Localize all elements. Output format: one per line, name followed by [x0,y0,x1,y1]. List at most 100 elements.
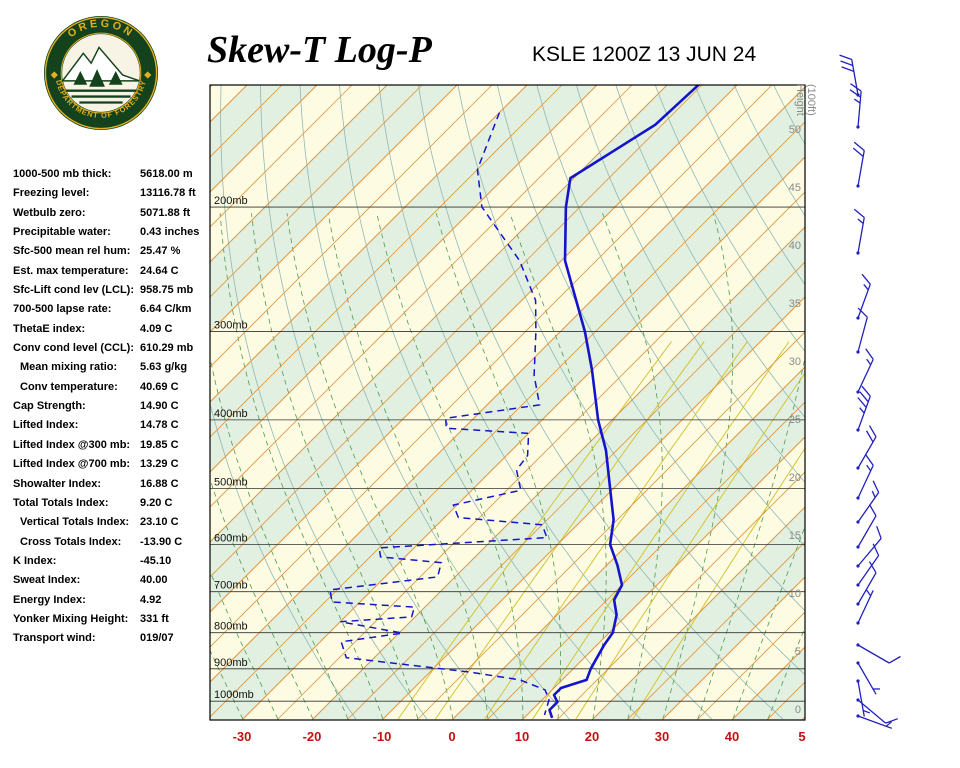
isotherm-line [210,85,353,228]
isotherm-line [801,716,805,720]
dry-adiabat-line [210,402,357,720]
isotherm-line [661,576,805,720]
index-row: ThetaE index: 4.09 C [13,320,209,339]
isotherm-line [696,611,805,720]
mixing-ratio-line [484,341,748,720]
temp-axis-label: 5 [798,729,805,744]
index-label: 700-500 lapse rate: [13,303,112,316]
index-value: 14.90 C [140,400,179,413]
isotherm-line [210,85,563,438]
temp-axis-label: 10 [515,729,529,744]
index-value: 14.78 C [140,419,179,432]
isotherm-line [276,191,805,720]
wind-barb [856,273,871,320]
index-label: Wetbulb zero: [13,206,86,219]
page-title: Skew-T Log-P [207,29,432,71]
index-value: 0.43 inches [140,226,200,239]
moist-adiabat-line [251,213,419,720]
logo-mountain [61,46,140,82]
height-axis-tick: 25 [789,414,801,426]
dry-adiabat-line [811,80,960,719]
wind-barb [856,561,877,606]
wind-barb [856,425,877,470]
pressure-label: 1000mb [214,689,254,701]
dry-adiabat-line [457,85,805,676]
index-row: Freezing level: 13116.78 ft [13,184,209,203]
wind-barb [856,714,893,729]
pressure-label: 300mb [214,320,248,332]
index-row: Lifted Index @700 mb: 13.29 C [13,455,209,474]
isotherm-line [210,85,458,333]
wind-barb [856,589,874,625]
index-value: 6.64 C/km [140,303,192,316]
index-row: K Index: -45.10 [13,552,209,571]
index-label: Lifted Index: [13,419,79,432]
pressure-label: 800mb [214,621,248,633]
temp-axis-label: 0 [448,729,455,744]
wind-barb [839,54,860,97]
index-label: Cap Strength: [13,400,86,413]
isotherm-line [210,85,388,263]
temperature-trace [548,85,701,719]
height-axis-tick: 40 [789,240,801,252]
index-row: Cross Totals Index: -13.90 C [13,533,209,552]
height-axis-tick: 0 [795,704,801,716]
index-row: Lifted Index: 14.78 C [13,416,209,435]
index-value: 13.29 C [140,458,179,471]
index-row: Energy Index: 4.92 [13,591,209,610]
wind-barb [856,307,868,354]
temp-axis-label: -30 [233,729,252,744]
moist-adiabat-line [210,356,349,720]
index-row: Sweat Index: 40.00 [13,571,209,590]
index-label: Est. max temperature: [13,264,129,277]
index-row: 1000-500 mb thick: 5618.00 m [13,165,209,184]
temp-axis-label: 30 [655,729,669,744]
background-band [210,87,805,720]
dry-adiabat-line [615,85,805,418]
index-row: Cap Strength: 14.90 C [13,397,209,416]
index-row: Yonker Mixing Height: 331 ft [13,610,209,629]
wind-barb [849,83,862,129]
temp-axis-label: 20 [585,729,599,744]
index-row: Wetbulb zero: 5071.88 ft [13,204,209,223]
isotherm-line [241,156,805,720]
dry-adiabat-line [299,85,570,720]
index-value: 9.20 C [140,496,173,509]
pressure-label: 500mb [214,476,248,488]
index-label: Yonker Mixing Height: [13,612,129,625]
index-value: 958.75 mb [140,284,194,297]
index-label: Conv temperature: [20,380,118,393]
dry-adiabat-line [220,85,428,720]
height-axis-tick: 35 [789,298,801,310]
index-label: K Index: [13,554,57,567]
index-label: ThetaE index: [13,322,86,335]
pressure-label: 400mb [214,408,248,420]
height-axis-tick: 15 [789,530,801,542]
isotherm-line [346,261,805,720]
moist-adiabat-line [732,525,805,720]
height-axis-title: Height [794,84,806,116]
isotherm-line [416,331,805,720]
isotherm-line [210,85,423,298]
dry-adiabat-line [694,85,805,286]
isotherm-line [210,85,738,613]
isotherm-line [556,471,805,720]
index-value: 19.85 C [140,438,179,451]
wind-barb [856,543,880,587]
index-label: Sfc-500 mean rel hum: [13,245,131,258]
logo-trees-icon [73,69,123,87]
mixing-ratio-line [434,341,705,720]
height-axis-tick: 50 [789,124,801,136]
odf-logo: OREGON DEPARTMENT OF FORESTRY [43,15,159,131]
wind-barb [853,208,865,255]
isotherm-line [451,366,805,720]
moist-adiabat-line [210,478,314,720]
index-row: 700-500 lapse rate: 6.64 C/km [13,300,209,319]
height-axis-title: (100ft) [805,84,817,116]
logo-ground-lines [65,89,137,104]
index-label: Showalter Index: [13,477,102,490]
dry-adiabat-line [928,80,960,719]
height-axis-tick: 45 [789,182,801,194]
moist-adiabat-line [210,649,244,720]
index-row: Precipitable water: 0.43 inches [13,223,209,242]
